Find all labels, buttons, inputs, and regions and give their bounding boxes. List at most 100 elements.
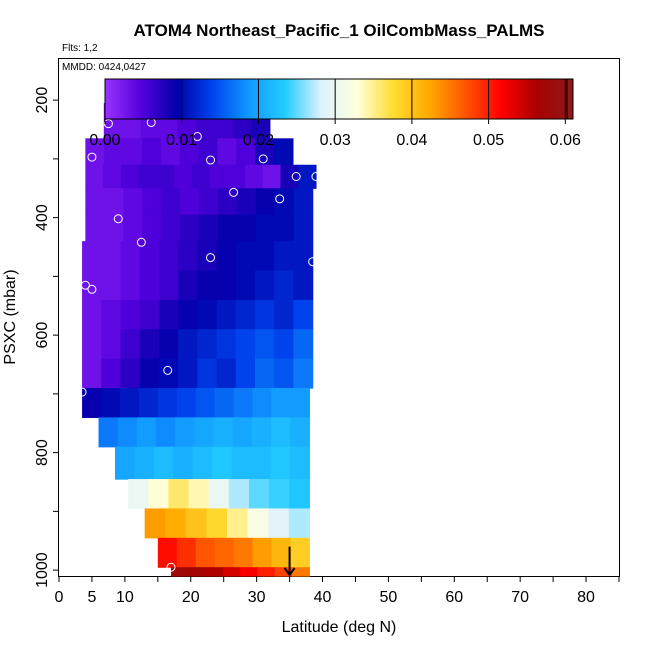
heatmap-cell [271, 417, 291, 448]
arrow-head [283, 567, 296, 577]
x-tick-label: 0 [55, 589, 64, 606]
heatmap-cell [158, 299, 179, 330]
plot-frame [58, 58, 620, 577]
heatmap-cell [227, 164, 246, 189]
heatmap-cell [235, 329, 256, 360]
heatmap-cell [180, 188, 200, 216]
heatmap-cell [236, 138, 256, 166]
heatmap-cell [217, 138, 237, 166]
x-tick-label: 70 [511, 589, 529, 606]
heatmap-cell [255, 358, 275, 389]
heatmap-cell [197, 329, 218, 360]
heatmap-cell [274, 270, 295, 301]
heatmap-cell [232, 417, 253, 448]
heatmap-cell [274, 138, 294, 166]
heatmap-cell [179, 138, 200, 166]
colorbar-tick-label: 0.06 [550, 132, 581, 149]
heatmap-cell [257, 567, 276, 577]
heatmap-cell [123, 138, 143, 166]
dates-note: MMDD: 0424,0427 [62, 62, 146, 73]
heatmap-cell [153, 446, 174, 480]
heatmap-cell [252, 388, 273, 418]
y-tick-label: 600 [34, 322, 51, 349]
heatmap-cell [198, 138, 219, 166]
y-tick-label: 200 [34, 87, 51, 114]
heatmap-cell [235, 299, 256, 330]
heatmap-cell [139, 299, 160, 330]
heatmap-cell [209, 164, 228, 189]
heatmap-cell [289, 446, 310, 480]
heatmap-cell [255, 241, 275, 272]
y-axis: 200 400 600 800 1000 [34, 87, 59, 588]
heatmap-cell [274, 358, 295, 389]
heatmap-cell [228, 479, 250, 510]
heatmap-cell [120, 358, 141, 389]
heatmap-cell [120, 329, 141, 360]
heatmap-cell [178, 329, 198, 360]
heatmap-cell [233, 537, 254, 568]
heatmap-cell [292, 567, 310, 577]
heatmap-cell [262, 164, 282, 189]
heatmap-cell [161, 188, 181, 216]
heatmap-cell [288, 508, 310, 539]
heatmap-cell [293, 299, 314, 330]
heatmap-cell [217, 188, 238, 216]
x-axis: 0 5 10 20 30 40 50 60 70 80 [55, 576, 620, 606]
heatmap-cell [274, 329, 295, 360]
heatmap-cell [188, 567, 207, 577]
x-tick-label: 5 [87, 589, 96, 606]
x-tick-label: 50 [380, 589, 398, 606]
heatmap-cell [274, 241, 295, 272]
heatmap-cell [85, 214, 105, 242]
sample-point [291, 172, 301, 181]
heatmap-cell [178, 241, 198, 272]
heatmap-cell [85, 138, 105, 166]
heatmap-cell [298, 164, 317, 189]
heatmap-cell [199, 188, 219, 216]
sample-point [87, 284, 97, 294]
heatmap-cell [82, 388, 102, 418]
heatmap-cell [255, 138, 275, 166]
heatmap-cell [85, 164, 104, 189]
heatmap-cell [271, 537, 292, 568]
heatmap-cell [231, 446, 252, 480]
x-tick-label: 20 [182, 589, 200, 606]
heatmap-cell [98, 417, 119, 448]
colorbar-tick-label: 0.00 [89, 132, 120, 149]
heatmap-cell [293, 188, 314, 216]
heatmap-cell [255, 214, 276, 242]
heatmap-cell [180, 214, 200, 242]
heatmap-cell [158, 329, 179, 360]
heatmap-cell [214, 537, 235, 568]
sample-point [80, 280, 90, 290]
heatmap-cell [173, 446, 194, 480]
colorbar: 0.00 0.01 0.02 0.03 0.04 0.05 0.06 [89, 78, 581, 149]
x-tick-label: 30 [248, 589, 266, 606]
sample-point [308, 257, 318, 267]
heatmap-cell [136, 417, 157, 448]
sample-point [258, 154, 268, 164]
heatmap-cell [134, 446, 155, 480]
heatmap-cell [171, 567, 189, 577]
heatmap-cell [251, 446, 272, 480]
heatmap-cell [82, 329, 102, 360]
heatmap-cell [240, 567, 259, 577]
heatmap-cell [251, 417, 272, 448]
heatmap-cell [255, 299, 275, 330]
heatmap-cell [290, 537, 310, 568]
heatmap-cell [158, 241, 179, 272]
heatmap-cell [293, 358, 314, 389]
heatmap-cell [120, 164, 140, 189]
heatmap-cell [139, 358, 160, 389]
x-tick-label: 80 [577, 589, 595, 606]
heatmap-cell [247, 508, 269, 539]
heatmap-cell [197, 299, 218, 330]
heatmap-cell [148, 479, 170, 510]
heatmap-cell [216, 299, 237, 330]
heatmap-cell [268, 508, 290, 539]
heatmap-cell [280, 164, 299, 189]
heatmap-cell [255, 188, 276, 216]
heatmap-cell [123, 188, 143, 216]
heatmap-cell [128, 479, 149, 510]
heatmap-cell [274, 299, 295, 330]
